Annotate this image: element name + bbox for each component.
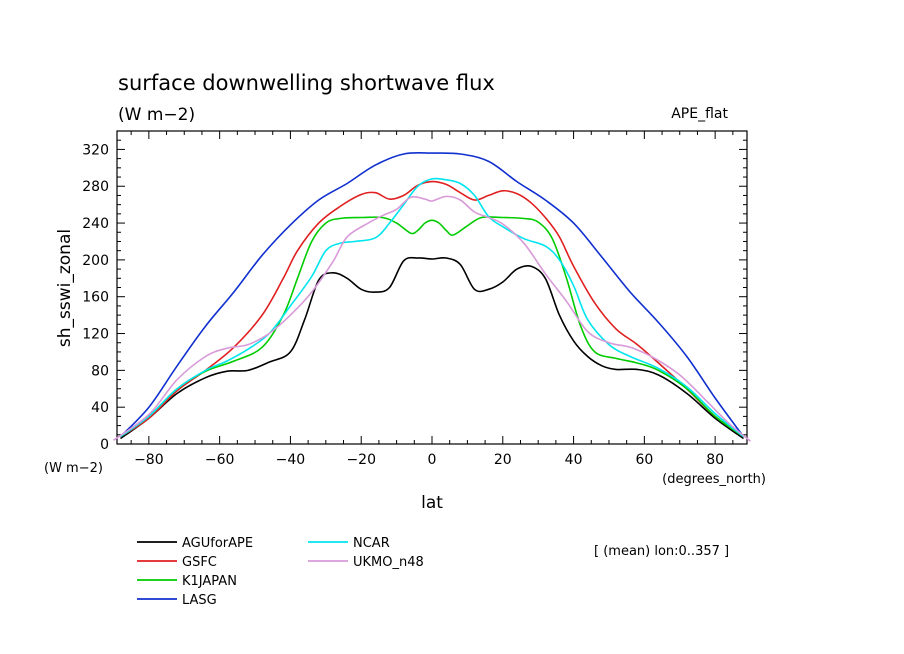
axis-ticks: −80 −60 −40 −20 0 20 40 60 80 0 40 80 120 160 200 240 28…	[82, 131, 747, 468]
legend-label: GSFC	[182, 555, 217, 570]
x-tick-label: 0	[428, 452, 437, 468]
y-tick-label: 0	[100, 437, 109, 453]
x-units-label: (degrees_north)	[662, 472, 766, 487]
series-lines	[113, 152, 752, 442]
legend-label: UKMO_n48	[353, 555, 424, 570]
y-tick-label: 40	[91, 400, 109, 416]
mean-note: [ (mean) lon:0..357 ]	[594, 544, 729, 559]
y-units-label: (W m−2)	[44, 461, 103, 476]
x-tick-label: −60	[205, 452, 235, 468]
x-tick-label: 40	[565, 452, 583, 468]
chart-title: surface downwelling shortwave flux	[118, 71, 495, 95]
y-tick-label: 160	[82, 290, 109, 306]
series-line-aguforape	[120, 256, 744, 440]
y-axis-label: sh_sswi_zonal	[55, 229, 75, 347]
y-tick-label: 120	[82, 327, 109, 343]
y-tick-label: 320	[82, 142, 109, 158]
x-tick-label: −40	[276, 452, 306, 468]
units-label: (W m−2)	[118, 105, 195, 125]
dataset-label: APE_flat	[671, 106, 728, 122]
legend-label: LASG	[182, 593, 217, 608]
plot-area: −80 −60 −40 −20 0 20 40 60 80 0 40 80 120 160 200 240 28…	[82, 130, 752, 468]
y-tick-label: 240	[82, 216, 109, 232]
y-tick-label: 80	[91, 363, 109, 379]
x-tick-label: 80	[706, 452, 724, 468]
x-tick-label: 20	[494, 452, 512, 468]
series-line-ukmo-n48	[113, 195, 752, 442]
legend: AGUforAPE GSFC K1JAPAN LASG NCAR UKMO_n48	[137, 536, 424, 608]
series-line-ncar	[120, 177, 744, 438]
y-tick-label: 280	[82, 179, 109, 195]
series-line-k1japan	[120, 216, 744, 438]
y-tick-label: 200	[82, 253, 109, 269]
series-line-lasg	[119, 152, 745, 438]
plot-frame	[116, 130, 748, 445]
legend-label: NCAR	[353, 536, 390, 551]
legend-label: AGUforAPE	[182, 536, 253, 551]
legend-label: K1JAPAN	[182, 574, 237, 589]
x-tick-label: −20	[346, 452, 376, 468]
series-line-gsfc	[120, 180, 744, 438]
x-tick-label: 60	[635, 452, 653, 468]
x-axis-label: lat	[421, 493, 443, 513]
x-tick-label: −80	[134, 452, 164, 468]
